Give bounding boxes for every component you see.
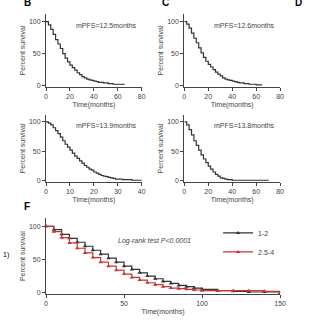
svg-text:0: 0 (37, 289, 41, 296)
svg-text:50: 50 (120, 300, 128, 307)
svg-text:Percent survival: Percent survival (19, 25, 26, 75)
svg-text:Percent survival: Percent survival (19, 123, 26, 173)
svg-text:mPFS=13.8months: mPFS=13.8months (214, 122, 275, 129)
svg-text:60: 60 (252, 188, 260, 195)
svg-text:Time(months): Time(months) (211, 196, 254, 204)
svg-text:100: 100 (167, 118, 179, 125)
svg-text:50: 50 (33, 256, 41, 263)
svg-text:0: 0 (182, 188, 186, 195)
svg-text:0: 0 (44, 300, 48, 307)
svg-text:Percent survival: Percent survival (157, 123, 164, 173)
svg-text:Percent survival: Percent survival (19, 231, 26, 281)
svg-text:150: 150 (274, 300, 286, 307)
svg-text:1-2: 1-2 (258, 230, 268, 237)
svg-text:1): 1) (3, 251, 9, 259)
svg-text:80: 80 (138, 93, 146, 100)
svg-text:0: 0 (37, 82, 41, 89)
svg-text:0: 0 (44, 188, 48, 195)
svg-text:100: 100 (29, 223, 41, 230)
svg-text:C: C (162, 0, 169, 8)
svg-text:F: F (24, 201, 30, 212)
svg-text:50: 50 (171, 50, 179, 57)
svg-text:30: 30 (114, 188, 122, 195)
svg-text:Time(months): Time(months) (211, 101, 254, 109)
svg-text:40: 40 (228, 188, 236, 195)
svg-text:mPFS=12.6months: mPFS=12.6months (214, 22, 275, 29)
svg-text:100: 100 (29, 118, 41, 125)
svg-text:2.5-4: 2.5-4 (258, 249, 274, 256)
svg-text:10: 10 (66, 188, 74, 195)
svg-text:Log-rank test P<0.0001: Log-rank test P<0.0001 (118, 237, 191, 245)
svg-text:0: 0 (182, 93, 186, 100)
svg-text:20: 20 (66, 93, 74, 100)
svg-text:Time(months): Time(months) (72, 196, 115, 204)
svg-text:20: 20 (204, 188, 212, 195)
svg-text:Time(months): Time(months) (72, 101, 115, 109)
svg-text:mPFS=13.9months: mPFS=13.9months (76, 122, 137, 129)
svg-text:0: 0 (175, 82, 179, 89)
svg-text:80: 80 (276, 93, 284, 100)
svg-text:40: 40 (228, 93, 236, 100)
svg-text:60: 60 (252, 93, 260, 100)
svg-text:100: 100 (196, 300, 208, 307)
svg-text:0: 0 (175, 177, 179, 184)
svg-text:Time(months): Time(months) (142, 308, 185, 316)
svg-text:0: 0 (37, 177, 41, 184)
svg-text:50: 50 (33, 50, 41, 57)
svg-text:100: 100 (167, 18, 179, 25)
svg-text:60: 60 (114, 93, 122, 100)
svg-text:50: 50 (171, 148, 179, 155)
svg-text:20: 20 (204, 93, 212, 100)
svg-text:Percent survival: Percent survival (157, 25, 164, 75)
svg-text:80: 80 (276, 188, 284, 195)
svg-text:20: 20 (90, 188, 98, 195)
svg-text:B: B (24, 0, 31, 8)
svg-text:D: D (295, 0, 302, 8)
svg-text:40: 40 (138, 188, 146, 195)
svg-text:100: 100 (29, 18, 41, 25)
svg-text:40: 40 (90, 93, 98, 100)
svg-text:50: 50 (33, 148, 41, 155)
svg-text:0: 0 (44, 93, 48, 100)
svg-text:mPFS=12.5months: mPFS=12.5months (76, 22, 137, 29)
